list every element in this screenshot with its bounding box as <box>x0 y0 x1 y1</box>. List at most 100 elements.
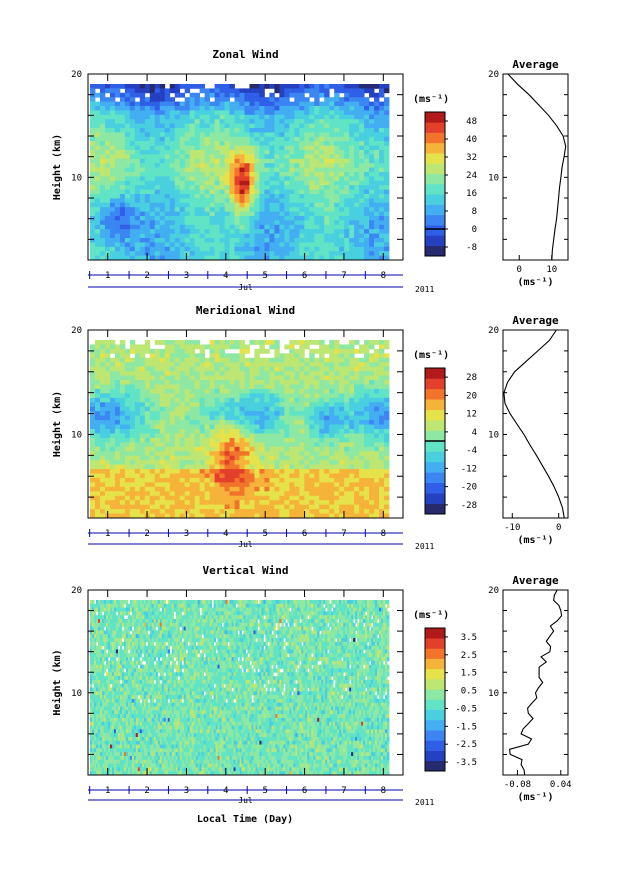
day-label: 6 <box>302 786 307 796</box>
colorbar-cell <box>425 709 445 721</box>
panel-zonal: Zonal Wind 20 10 Height (km) 1 2 3 4 5 6 7 8 Jul 2011… <box>51 48 569 294</box>
panel-vertical: Vertical Wind 20 10 Height (km) 1 2 3 4 5 6 7 8 Jul 2… <box>51 564 572 807</box>
day-label: 7 <box>341 786 346 796</box>
day-label: 4 <box>223 271 228 281</box>
colorbar-cell <box>425 194 445 205</box>
colorbar-cell <box>425 235 445 247</box>
day-label: 8 <box>381 271 386 281</box>
day-label: 4 <box>223 786 228 796</box>
colorbar-tick-label: 0 <box>472 225 477 235</box>
colorbar-cell <box>425 214 445 226</box>
colorbar-cell <box>425 153 445 164</box>
colorbar-cell <box>425 493 445 504</box>
day-label: 2 <box>144 786 149 796</box>
avg-y-tick-label: 10 <box>488 689 499 699</box>
y-axis-label: Height (km) <box>51 391 63 457</box>
avg-y-tick-label: 20 <box>488 326 499 336</box>
avg-x-tick-label: 10 <box>546 265 557 275</box>
colorbar-cell <box>425 628 445 639</box>
colorbar-tick-label: 40 <box>466 135 477 145</box>
day-label: 7 <box>341 529 346 539</box>
month-label: Jul <box>238 796 253 805</box>
colorbar-cell <box>425 760 445 772</box>
day-label: 1 <box>105 786 110 796</box>
day-label: 2 <box>144 271 149 281</box>
avg-x-tick-label: -10 <box>504 523 520 533</box>
month-label: Jul <box>238 283 253 292</box>
day-label: 8 <box>381 786 386 796</box>
y-tick-label: 10 <box>71 689 82 699</box>
day-label: 2 <box>144 529 149 539</box>
day-label: 3 <box>184 529 189 539</box>
colorbar-cell <box>425 461 445 473</box>
colorbar-cell <box>425 245 445 257</box>
average-profile-line <box>507 73 567 261</box>
day-label: 8 <box>381 529 386 539</box>
colorbar-cell <box>425 225 445 236</box>
average-title: Average <box>512 314 559 327</box>
average-profile-line <box>503 329 565 519</box>
colorbar-cell <box>425 503 445 515</box>
colorbar-tick-label: -8 <box>466 243 477 253</box>
colorbar-cell <box>425 740 445 751</box>
colorbar-frame <box>424 111 446 257</box>
colorbar-cell <box>425 719 445 731</box>
y-tick-label: 10 <box>71 430 82 440</box>
colorbar-tick-label: 1.5 <box>461 669 477 679</box>
colorbar-unit: (ms⁻¹) <box>413 610 449 621</box>
colorbar-cell <box>425 378 445 390</box>
colorbar-cell <box>425 112 445 123</box>
heatmap-field <box>90 600 390 776</box>
plot-frame <box>87 589 404 776</box>
colorbar-cell <box>425 451 445 463</box>
colorbar-tick-label: -4 <box>466 446 477 456</box>
avg-y-tick-label: 20 <box>488 586 499 596</box>
colorbar-cell <box>425 122 445 133</box>
avg-y-tick-label: 20 <box>488 70 499 80</box>
average-title: Average <box>512 58 559 71</box>
y-tick-label: 20 <box>71 70 82 80</box>
day-label: 1 <box>105 529 110 539</box>
day-label: 6 <box>302 529 307 539</box>
year-label: 2011 <box>415 285 434 294</box>
colorbar-cell <box>425 750 445 762</box>
colorbar-cell <box>425 399 445 411</box>
avg-x-tick-label: -0.08 <box>504 780 531 790</box>
colorbar-tick-label: 8 <box>472 207 477 217</box>
colorbar-cell <box>425 472 445 484</box>
month-label: Jul <box>238 540 253 549</box>
colorbar-cell <box>425 204 445 216</box>
y-tick-label: 10 <box>71 173 82 183</box>
colorbar-tick-label: 2.5 <box>461 651 477 661</box>
colorbar-tick-label: 28 <box>466 373 477 383</box>
colorbar-cell <box>425 409 445 421</box>
average-title: Average <box>512 574 559 587</box>
colorbar-tick-label: 20 <box>466 391 477 401</box>
panel-title: Vertical Wind <box>202 564 288 577</box>
y-axis-label: Height (km) <box>51 649 63 715</box>
x-axis-title: Local Time (Day) <box>197 813 293 825</box>
colorbar-tick-label: -28 <box>461 501 477 511</box>
colorbar-frame <box>424 627 446 772</box>
colorbar-tick-label: 3.5 <box>461 633 477 643</box>
day-label: 1 <box>105 271 110 281</box>
avg-y-tick-label: 10 <box>488 173 499 183</box>
day-label: 3 <box>184 786 189 796</box>
colorbar-cell <box>425 420 445 431</box>
average-frame <box>502 73 569 261</box>
colorbar-tick-label: 24 <box>466 171 477 181</box>
y-tick-label: 20 <box>71 326 82 336</box>
avg-x-axis-label: (ms⁻¹) <box>517 792 553 803</box>
y-axis-label: Height (km) <box>51 134 63 200</box>
colorbar-tick-label: -0.5 <box>455 704 477 714</box>
average-frame <box>502 589 569 776</box>
day-label: 5 <box>262 786 267 796</box>
average-profile-line <box>508 589 563 776</box>
day-label: 4 <box>223 529 228 539</box>
avg-x-axis-label: (ms⁻¹) <box>517 535 553 546</box>
colorbar-cell <box>425 658 445 670</box>
plot-frame <box>87 329 404 519</box>
colorbar-tick-label: -2.5 <box>455 740 477 750</box>
colorbar-cell <box>425 689 445 700</box>
